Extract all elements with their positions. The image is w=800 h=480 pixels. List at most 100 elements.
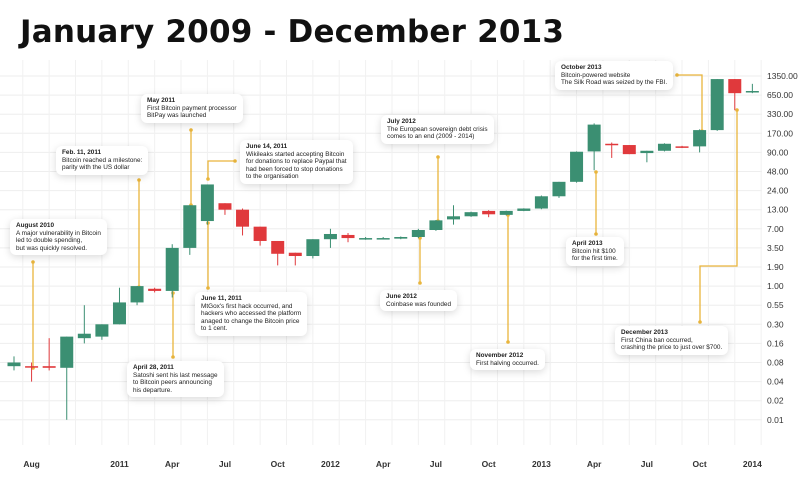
candle-up	[534, 196, 548, 209]
annotation-text: A major vulnerability in Bitcoin	[16, 229, 101, 237]
annotation-text: but was quickly resolved.	[16, 244, 88, 252]
annotation-text: hackers who accessed the platform	[201, 310, 302, 318]
annotation-dot	[675, 73, 679, 77]
annotation-heading: Feb. 11, 2011	[62, 149, 102, 156]
candle-down	[253, 226, 267, 241]
annotation-text: his departure.	[133, 386, 173, 394]
annotation-dot	[698, 320, 702, 324]
y-tick-label: 1.00	[767, 281, 784, 291]
y-tick-label: 13.00	[767, 205, 789, 215]
annotation-heading: May 2011	[147, 97, 176, 104]
annotation-text: BitPay was launched	[147, 112, 207, 120]
annotation-text: comes to an end (2009 - 2014)	[387, 133, 475, 141]
y-tick-label: 650.00	[767, 90, 793, 100]
x-tick-label: 2014	[743, 459, 762, 469]
candle-up	[77, 333, 91, 339]
annotation-heading: November 2012	[476, 352, 524, 359]
annotation-box: June 14, 2011 Wikileaks started accepting…	[240, 140, 353, 184]
candle-up	[499, 210, 513, 215]
candle-up	[429, 220, 443, 231]
annotation-text: The European sovereign debt crisis	[387, 125, 488, 133]
candle-up	[552, 181, 566, 197]
candle-up	[183, 205, 197, 248]
annotation-dot	[206, 286, 210, 290]
annotation-box: December 2013 First China ban occurred, cr…	[615, 326, 729, 355]
annotation-heading: June 11, 2011	[201, 295, 242, 302]
annotation-text: Bitcoin hit $100	[572, 247, 616, 255]
annotation-text: Bitcoin-powered website	[561, 71, 631, 79]
y-tick-label: 170.00	[767, 128, 793, 138]
y-tick-label: 0.16	[767, 338, 784, 348]
candle-up	[165, 247, 179, 291]
candle-down	[675, 146, 689, 148]
candle-up	[411, 230, 425, 237]
candle-down	[148, 288, 162, 291]
y-tick-label: 0.30	[767, 319, 784, 329]
annotation-text: parity with the US dollar	[62, 164, 130, 172]
annotation-dot	[594, 170, 598, 174]
annotation-text: First halving occurred.	[476, 359, 539, 367]
annotation-dot	[233, 159, 237, 163]
annotation-box: June 2012 Coinbase was founded	[380, 290, 458, 312]
y-tick-label: 1.90	[767, 262, 784, 272]
y-tick-label: 0.08	[767, 358, 784, 368]
annotation-heading: July 2012	[387, 118, 416, 125]
candle-up	[394, 236, 408, 239]
candle-down	[271, 240, 285, 254]
candle-up	[306, 239, 320, 257]
annotation-text: for donations to replace Paypal that	[246, 158, 347, 166]
candle-up	[359, 238, 373, 240]
candle-up	[323, 233, 337, 240]
annotation-text: for the first time.	[572, 255, 618, 263]
y-tick-label: 7.00	[767, 224, 784, 234]
annotation-box: July 2012 The European sovereign debt cri…	[381, 115, 494, 144]
candle-up	[710, 79, 724, 131]
y-tick-label: 48.00	[767, 167, 789, 177]
annotation-text: The Silk Road was seized by the FBI.	[561, 79, 668, 87]
annotation-box: October 2013 Bitcoin-powered website The S…	[555, 61, 674, 90]
annotation-dot	[735, 108, 739, 112]
candle-up	[570, 151, 584, 182]
annotation-box: May 2011 First Bitcoin payment processor B…	[141, 94, 243, 123]
y-tick-label: 24.00	[767, 186, 789, 196]
x-tick-label: Jul	[430, 459, 442, 469]
annotation-box: April 28, 2011 Satoshi sent his last mess…	[127, 361, 224, 398]
candle-down	[25, 366, 39, 368]
annotation-dot	[418, 281, 422, 285]
annotation-heading: June 14, 2011	[246, 143, 288, 150]
annotation-heading: December 2013	[621, 329, 668, 336]
candle-down	[42, 366, 56, 368]
y-tick-label: 90.00	[767, 147, 789, 157]
annotation-dot	[436, 155, 440, 159]
y-tick-label: 0.02	[767, 396, 784, 406]
y-tick-label: 3.50	[767, 243, 784, 253]
annotation-text: to Bitcoin peers announcing	[133, 379, 212, 387]
x-tick-label: Apr	[376, 459, 391, 469]
y-tick-label: 1350.00	[767, 71, 798, 81]
candle-up	[95, 324, 109, 337]
annotation-text: Wikileaks started accepting Bitcoin	[246, 150, 345, 158]
candle-down	[288, 252, 302, 257]
candle-up	[464, 212, 478, 217]
candle-up	[376, 238, 390, 240]
annotation-heading: April 2013	[572, 240, 603, 247]
x-tick-label: Apr	[165, 459, 180, 469]
annotation-text: Satoshi sent his last message	[133, 371, 218, 379]
annotation-heading: October 2013	[561, 64, 602, 71]
candle-up	[693, 130, 707, 147]
annotation-box: November 2012 First halving occurred.	[470, 349, 545, 371]
annotation-text: anaged to change the Bitcoin price	[201, 317, 300, 325]
y-tick-label: 0.01	[767, 415, 784, 425]
annotation-dot	[137, 178, 141, 182]
x-tick-label: Jul	[641, 459, 653, 469]
annotation-text: to the organisation	[246, 173, 299, 181]
annotation-text: to 1 cent.	[201, 325, 228, 333]
candle-down	[218, 203, 232, 210]
annotation-dot	[206, 221, 210, 225]
annotation-connector	[207, 160, 235, 179]
y-tick-label: 0.04	[767, 377, 784, 387]
x-tick-label: Aug	[23, 459, 40, 469]
x-tick-label: Oct	[271, 459, 285, 469]
annotation-text: crashing the price to just over $700.	[621, 344, 723, 352]
x-tick-label: Oct	[482, 459, 496, 469]
